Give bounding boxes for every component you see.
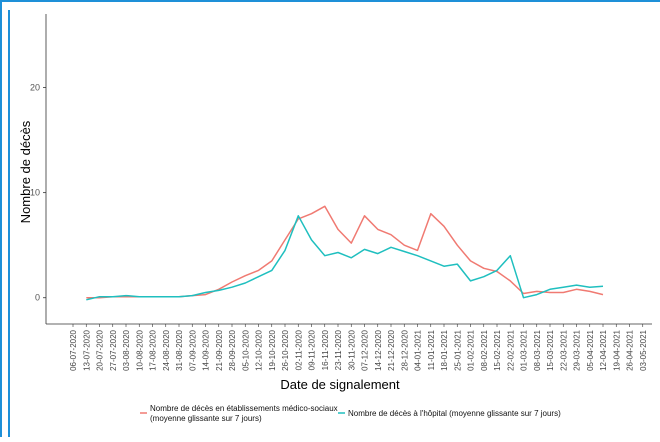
x-tick-label: 15-03-2021	[546, 329, 555, 370]
x-tick-label: 15-02-2021	[493, 329, 502, 370]
x-tick-label: 12-04-2021	[599, 329, 608, 370]
x-tick-label: 07-12-2020	[361, 329, 370, 370]
legend: Nombre de décès en établissements médico…	[140, 404, 561, 423]
x-tick-label: 05-04-2021	[586, 329, 595, 370]
x-tick-label: 22-02-2021	[506, 329, 515, 370]
x-tick-label: 08-03-2021	[533, 329, 542, 370]
x-tick-label: 01-03-2021	[520, 329, 529, 370]
x-tick-label: 17-08-2020	[149, 329, 158, 370]
x-axis-title: Date de signalement	[280, 377, 400, 392]
x-tick-label: 09-11-2020	[308, 329, 317, 370]
x-tick-label: 10-08-2020	[135, 329, 144, 370]
legend-label-ehpad-line2: (moyenne glissante sur 7 jours)	[150, 414, 262, 423]
chart-axes	[45, 14, 652, 325]
x-tick-label: 23-11-2020	[334, 329, 343, 370]
y-tick-label: 0	[35, 293, 40, 303]
frame-top-border	[0, 0, 660, 2]
legend-label-hospital: Nombre de décès à l'hôpital (moyenne gli…	[348, 409, 561, 418]
x-tick-label: 12-10-2020	[255, 329, 264, 370]
x-tick-label: 18-01-2021	[440, 329, 449, 370]
x-tick-label: 21-12-2020	[387, 329, 396, 370]
x-tick-label: 04-01-2021	[414, 329, 423, 370]
x-tick-label: 08-02-2021	[480, 329, 489, 370]
x-tick-label: 19-04-2021	[612, 329, 621, 370]
x-tick-label: 11-01-2021	[427, 329, 436, 370]
series-lines	[86, 205, 604, 301]
x-tick-label: 07-09-2020	[188, 329, 197, 370]
y-tick-group: 0 10 20	[30, 83, 46, 303]
x-tick-label: 13-07-2020	[82, 329, 91, 370]
x-tick-label: 24-08-2020	[162, 329, 171, 370]
x-tick-label: 29-03-2021	[573, 329, 582, 370]
x-tick-label: 26-04-2021	[626, 329, 635, 370]
series-line-hospital	[86, 215, 604, 301]
x-tick-label: 25-01-2021	[453, 329, 462, 370]
x-tick-label: 20-07-2020	[96, 329, 105, 370]
x-tick-label: 22-03-2021	[559, 329, 568, 370]
x-tick-label: 01-02-2021	[467, 329, 476, 370]
x-tick-label: 19-10-2020	[268, 329, 277, 370]
x-tick-label: 05-10-2020	[241, 329, 250, 370]
y-tick-label: 10	[30, 188, 40, 198]
x-tick-label: 27-07-2020	[109, 329, 118, 370]
x-tick-label: 03-05-2021	[639, 329, 648, 370]
y-axis-title: Nombre de décès	[18, 120, 33, 223]
y-tick-label: 20	[30, 83, 40, 93]
x-tick-label: 21-09-2020	[215, 329, 224, 370]
x-tick-label: 14-12-2020	[374, 329, 383, 370]
x-tick-group: 06-07-2020 13-07-2020 20-07-2020 27-07-2020…	[69, 324, 648, 371]
x-tick-label: 26-10-2020	[281, 329, 290, 370]
frame-left-border	[0, 0, 2, 437]
frame-inner-left-border	[8, 10, 10, 437]
x-tick-label: 06-07-2020	[69, 329, 78, 370]
x-tick-label: 28-12-2020	[400, 329, 409, 370]
x-tick-label: 03-08-2020	[122, 329, 131, 370]
legend-label-ehpad-line1: Nombre de décès en établissements médico…	[150, 404, 338, 413]
x-tick-label: 28-09-2020	[228, 329, 237, 370]
x-tick-label: 31-08-2020	[175, 329, 184, 370]
x-tick-label: 02-11-2020	[294, 329, 303, 370]
x-tick-label: 16-11-2020	[321, 329, 330, 370]
x-tick-label: 14-09-2020	[202, 329, 211, 370]
series-line-ehpad	[86, 205, 604, 299]
x-tick-label: 30-11-2020	[347, 329, 356, 370]
